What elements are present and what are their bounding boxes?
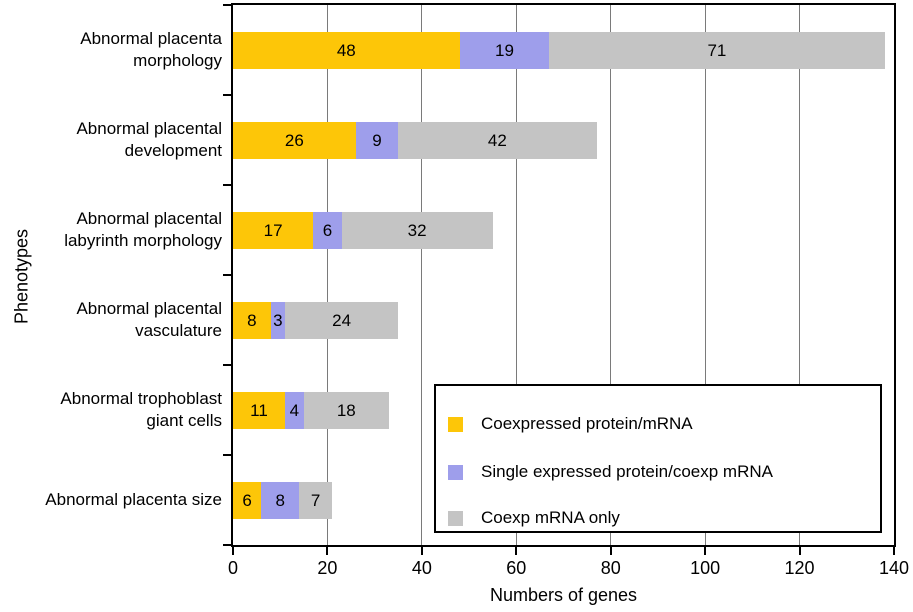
x-axis-tick-label: 40 (411, 558, 432, 578)
bar-value-label: 32 (407, 220, 427, 240)
legend-label: Coexpressed protein/mRNA (481, 414, 693, 433)
x-axis-tick-label: 120 (784, 558, 815, 578)
y-axis-tick (223, 454, 231, 456)
bar-segment (355, 121, 399, 159)
legend: Coexpressed protein/mRNA Single expresse… (434, 384, 882, 533)
x-axis-tick (798, 547, 801, 555)
bar-value-label: 11 (250, 400, 268, 420)
gridline (326, 5, 328, 545)
gridline (704, 5, 706, 545)
bar-value-label: 6 (322, 220, 333, 240)
bar-value-label: 4 (289, 400, 300, 420)
bar-segment (284, 301, 399, 339)
bar-segment (233, 31, 460, 69)
y-axis-tick (223, 4, 231, 6)
y-axis-tick (223, 364, 231, 366)
bar-segment (233, 121, 356, 159)
legend-swatch-coexpressed (448, 416, 463, 432)
bar-segment (299, 481, 333, 519)
x-axis-tick (704, 547, 707, 555)
legend-item-single-expressed: Single expressed protein/coexp mRNA (448, 462, 773, 481)
bar-segment (303, 391, 389, 429)
gridline (421, 5, 423, 545)
legend-label: Coexp mRNA only (481, 508, 620, 527)
bar-value-label: 3 (273, 310, 283, 330)
bar-value-label: 8 (275, 490, 285, 510)
x-axis-tick (515, 547, 518, 555)
bar-value-label: 17 (263, 220, 283, 240)
x-axis-tick-label: 20 (317, 558, 338, 578)
x-axis-tick (232, 547, 234, 555)
category-label: Abnormal trophoblast giant cells (60, 389, 222, 430)
category-label: Abnormal placenta morphology (80, 29, 222, 70)
bar-segment (398, 121, 597, 159)
bar-value-label: 48 (336, 40, 356, 60)
bar-value-label: 9 (372, 130, 382, 150)
x-axis-title: Numbers of genes (489, 585, 638, 605)
bar-value-label: 24 (332, 310, 352, 330)
y-axis-title: Phenotypes (11, 228, 32, 325)
category-label: Abnormal placental development (76, 119, 222, 160)
bar-segment (233, 481, 262, 519)
x-axis-tick (893, 547, 895, 555)
bar-value-label: 71 (707, 40, 727, 60)
x-axis-tick-label: 60 (506, 558, 527, 578)
bar-value-label: 7 (310, 490, 321, 510)
bar-value-label: 42 (487, 130, 507, 150)
bar-value-label: 18 (336, 400, 356, 420)
gridline (799, 5, 801, 545)
category-label: Abnormal placental labyrinth morphology (64, 209, 222, 250)
bar-value-label: 19 (495, 40, 514, 60)
bar-value-label: 8 (247, 310, 257, 330)
y-axis-tick (223, 544, 231, 546)
category-label: Abnormal placenta size (45, 490, 222, 509)
y-axis-tick (223, 184, 231, 186)
legend-item-coexp-mrna-only: Coexp mRNA only (448, 508, 620, 527)
bar-segment (270, 301, 285, 339)
plot-area-border (231, 3, 896, 547)
bar-value-label: 26 (284, 130, 304, 150)
legend-item-coexpressed: Coexpressed protein/mRNA (448, 414, 693, 433)
y-axis-tick (223, 274, 231, 276)
x-axis-tick (609, 547, 612, 555)
bar-segment (341, 211, 493, 249)
legend-swatch-coexp-mrna-only (448, 510, 463, 526)
x-axis-tick-label: 140 (878, 558, 910, 578)
bar-segment (233, 301, 271, 339)
bar-segment (284, 391, 304, 429)
x-axis-tick-label: 80 (600, 558, 621, 578)
category-label: Abnormal placental vasculature (76, 299, 222, 340)
gridline (515, 5, 517, 545)
bar-segment (261, 481, 300, 519)
x-axis-tick (326, 547, 329, 555)
bar-segment (313, 211, 342, 249)
y-axis-tick (223, 94, 231, 96)
legend-swatch-single-expressed (448, 464, 463, 480)
x-axis-tick-label: 0 (227, 558, 239, 578)
bar-segment (233, 391, 285, 429)
gridline (610, 5, 612, 545)
x-axis-tick (420, 547, 423, 555)
x-axis-tick-label: 100 (690, 558, 721, 578)
bar-segment (459, 31, 550, 69)
legend-label: Single expressed protein/coexp mRNA (481, 462, 773, 481)
bar-segment (233, 211, 314, 249)
bar-segment (549, 31, 885, 69)
bar-value-label: 6 (242, 490, 252, 510)
